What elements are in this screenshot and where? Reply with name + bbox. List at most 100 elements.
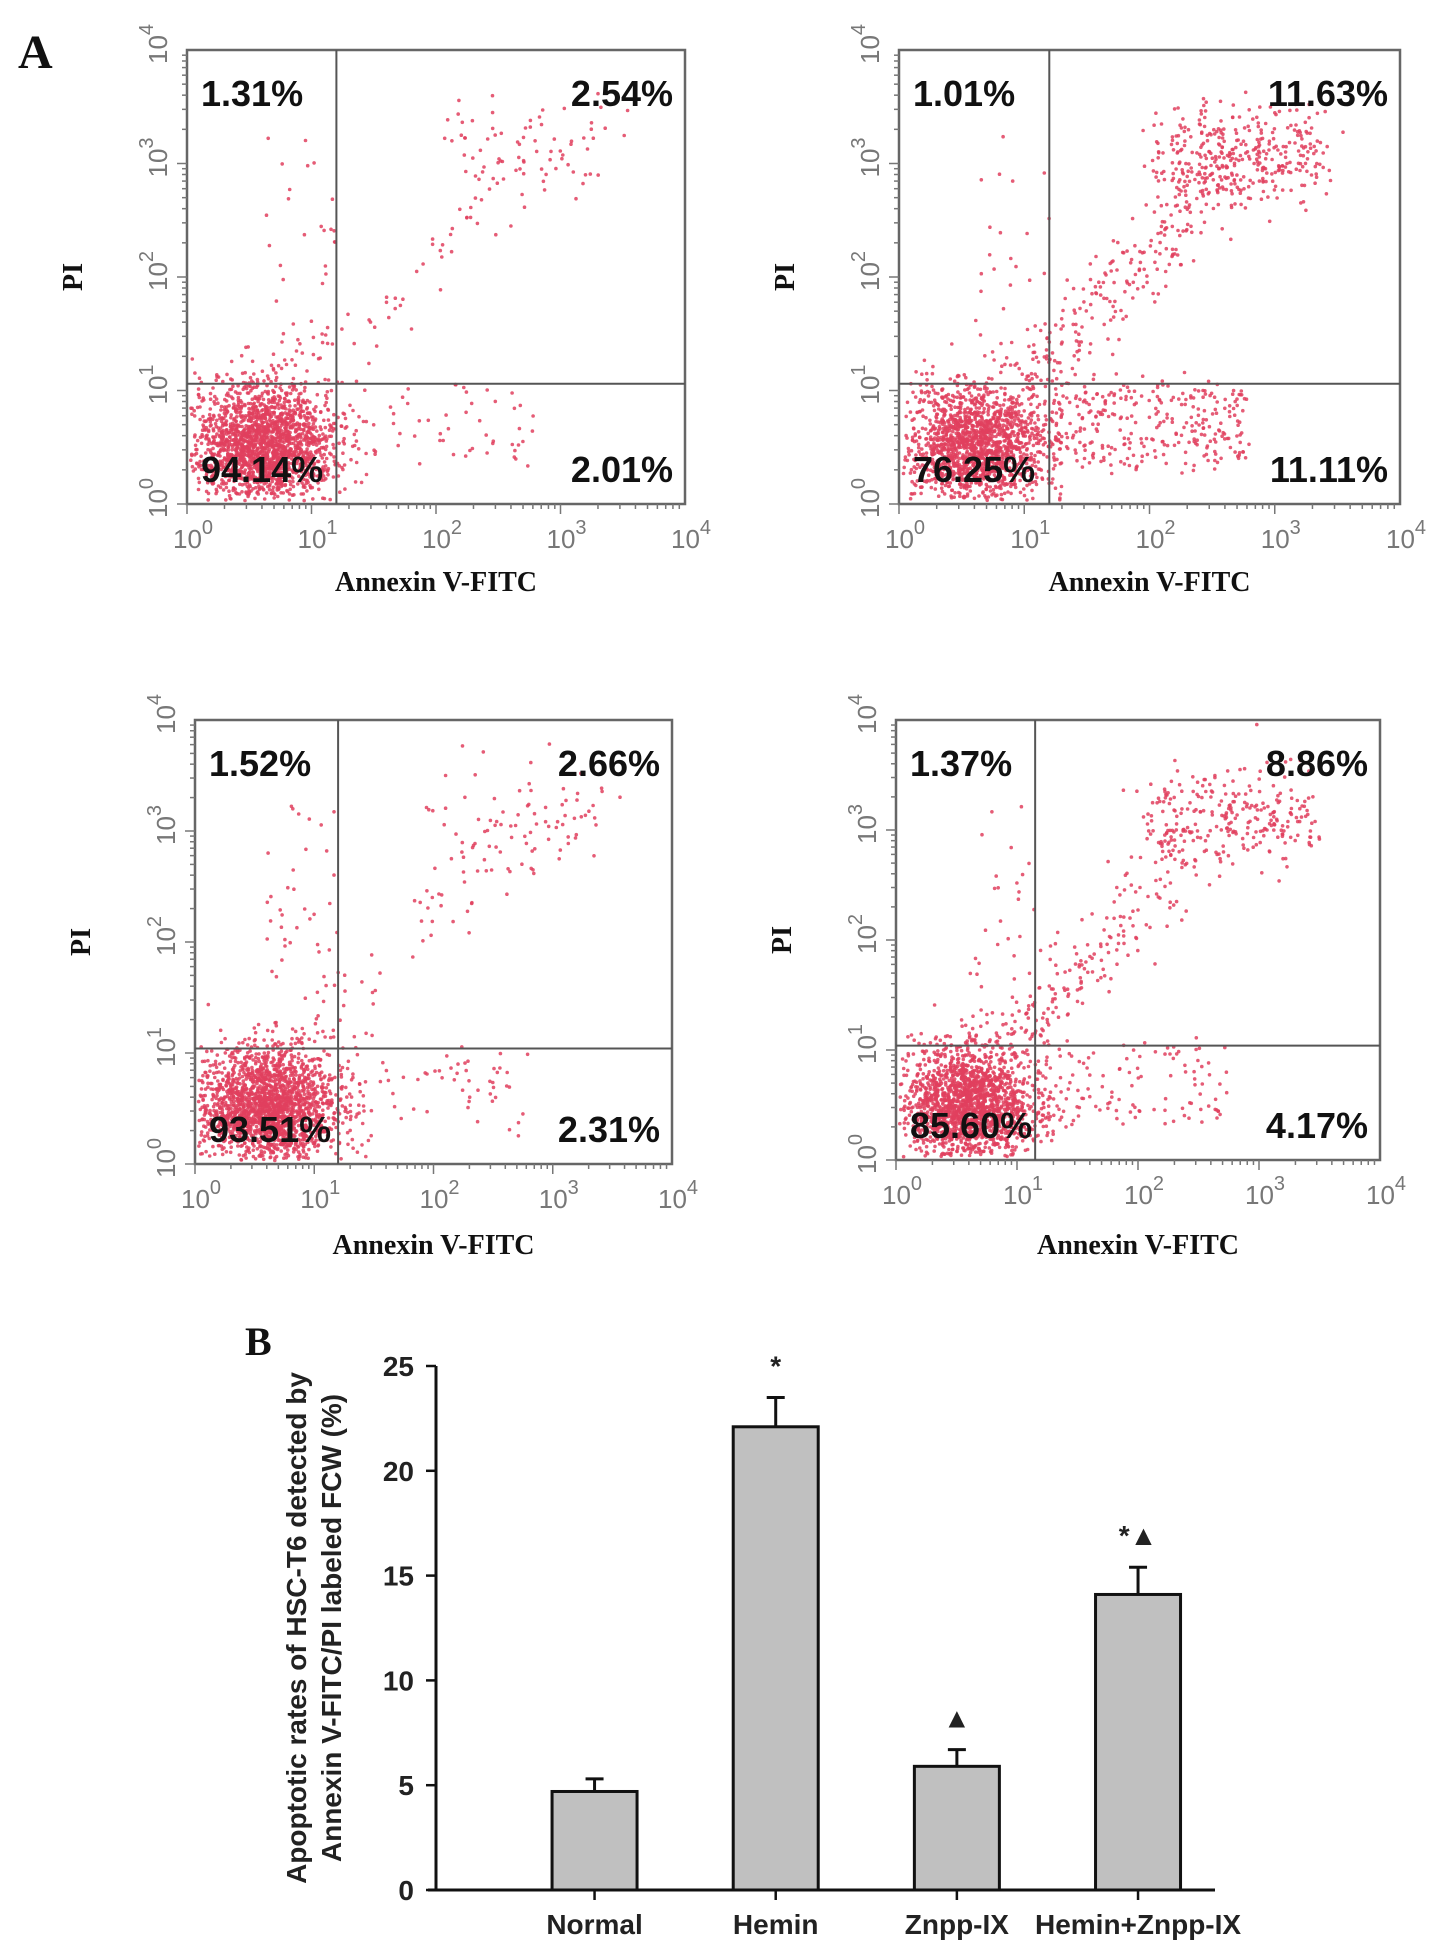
scatter-dot [1000,431,1004,436]
scatter-dot [1119,459,1123,464]
scatter-dot [917,435,922,440]
scatter-dot [438,438,442,443]
scatter-dot [1213,154,1218,159]
scatter-dot [1202,181,1206,185]
scatter-dot [1199,432,1204,437]
scatter-dot [1299,133,1303,138]
scatter-dot [260,402,264,406]
scatter-dot [1120,250,1125,255]
scatter-dot [1192,463,1196,468]
scatter-dot [272,395,277,399]
scatter-dot [331,442,335,447]
scatter-dot [1156,292,1161,296]
scatter-dot [311,497,315,501]
quadrant-lower-right: 2.01% [571,449,673,490]
scatter-dot [1112,401,1116,405]
y-tick-label: 100 [136,478,173,518]
scatter-dot [1075,404,1080,409]
scatter-dot [464,410,468,415]
scatter-dot [912,439,917,444]
scatter-dot [229,415,233,420]
scatter-dot [279,432,284,437]
scatter-dot [484,433,489,437]
scatter-dot [956,440,960,444]
scatter-dot [288,430,292,435]
scatter-dot [1283,150,1288,154]
scatter-dot [1232,161,1237,166]
scatter-dot [1170,161,1175,165]
scatter-dot [352,432,357,437]
scatter-dot [1050,481,1054,485]
scatter-dot [1073,448,1077,452]
scatter-dot [513,448,517,453]
scatter-dot [946,397,950,401]
scatter-dot [1283,165,1288,169]
scatter-dot [1177,161,1181,166]
scatter-dot [924,437,928,441]
scatter-dot [1144,203,1148,207]
scatter-dot [291,484,296,489]
scatter-dot [955,428,959,432]
scatter-dot [321,432,325,436]
scatter-dot [1298,153,1303,158]
scatter-dot [1126,437,1131,441]
x-tick-exponent: 1 [326,517,337,539]
scatter-dot [1053,437,1058,442]
scatter-dot [240,483,245,487]
scatter-dot [1189,135,1193,139]
scatter-dot [1170,417,1174,421]
scatter-dot [1050,351,1055,355]
scatter-dot [1324,192,1329,196]
scatter-dot [1127,446,1132,451]
scatter-dot [331,475,336,479]
scatter-dot [1314,172,1318,176]
scatter-dot [1032,343,1036,347]
scatter-dot [1306,150,1310,154]
scatter-dot [291,417,296,422]
scatter-dot [923,427,928,431]
scatter-dot [1092,372,1096,377]
scatter-dot [1108,452,1112,456]
scatter-dot [901,471,906,476]
scatter-dot [968,438,973,443]
scatter-dot [354,379,359,384]
scatter-dot [290,388,295,392]
scatter-dot [300,399,305,404]
scatter-dot [1027,397,1031,401]
scatter-dot [1080,465,1085,469]
scatter-dot [982,406,986,411]
scatter-dot [1237,115,1242,119]
scatter-dot [967,391,972,395]
scatter-dot [1298,168,1302,173]
scatter-dot [1138,260,1143,265]
scatter-dot [1142,444,1146,449]
scatter-dot [1247,154,1251,159]
scatter-dot [1217,143,1222,147]
scatter-dot [1195,196,1199,201]
scatter-dot [190,412,194,417]
scatter-dot [277,406,281,411]
scatter-dot [1057,402,1062,406]
scatter-dot [1302,183,1307,188]
scatter-dot [283,426,288,431]
scatter-dot [269,363,274,368]
scatter-dot [979,271,984,276]
scatter-dot [1102,458,1106,463]
scatter-dot [996,432,1000,437]
scatter-dot [342,463,347,467]
scatter-dot [1147,415,1152,420]
scatter-dot [1185,222,1190,227]
scatter-dot [1073,372,1077,377]
scatter-dot [1191,468,1196,473]
scatter-dot [296,440,300,445]
scatter-dot [201,414,205,419]
scatter-dot [1191,396,1196,400]
scatter-dot [1233,182,1237,186]
scatter-dot [1273,170,1278,175]
scatter-dot [1031,350,1035,355]
scatter-dot [243,498,247,503]
scatter-dot [1076,358,1081,362]
scatter-dot [1271,136,1276,141]
scatter-dot [212,438,216,443]
x-tick-exponent: 3 [575,517,586,539]
